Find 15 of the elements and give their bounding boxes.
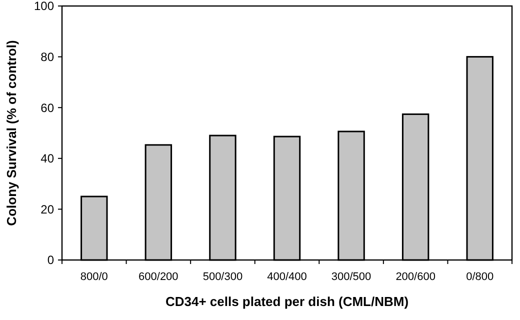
x-tick-label: 800/0 xyxy=(80,271,108,283)
y-tick-label: 100 xyxy=(34,0,54,14)
y-axis-title: Colony Survival (% of control) xyxy=(4,40,19,226)
y-tick-label: 40 xyxy=(40,152,54,166)
y-tick-label: 80 xyxy=(40,50,54,64)
x-tick-label: 500/300 xyxy=(202,271,243,283)
y-tick-label: 60 xyxy=(40,100,54,115)
x-tick-label: 400/400 xyxy=(267,271,307,283)
y-tick-label: 20 xyxy=(40,202,54,216)
x-tick-label: 0/800 xyxy=(466,271,494,283)
y-tick-label: 0 xyxy=(47,253,54,268)
x-tick-label: 300/500 xyxy=(331,271,372,283)
x-tick-label: 200/600 xyxy=(396,271,436,283)
x-axis-title: CD34+ cells plated per dish (CML/NBM) xyxy=(165,294,409,309)
x-tick-label: 600/200 xyxy=(138,271,178,283)
